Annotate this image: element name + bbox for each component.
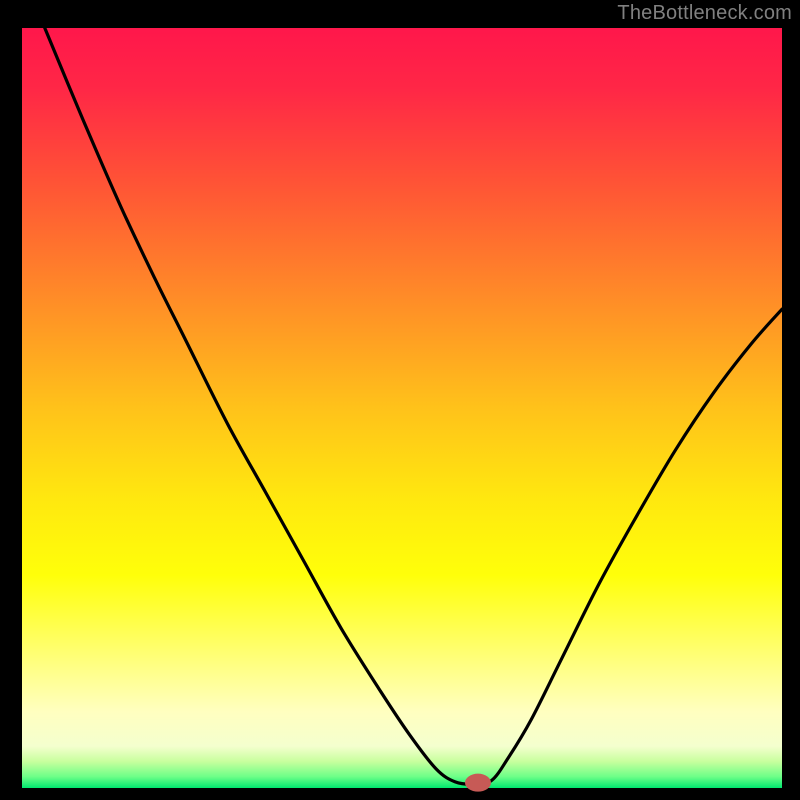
marker-dot xyxy=(465,774,491,792)
attribution-text: TheBottleneck.com xyxy=(617,2,792,25)
chart-frame: TheBottleneck.com xyxy=(0,0,800,800)
plot-area xyxy=(22,28,782,788)
curve-layer xyxy=(22,28,782,788)
bottleneck-curve xyxy=(45,28,782,784)
